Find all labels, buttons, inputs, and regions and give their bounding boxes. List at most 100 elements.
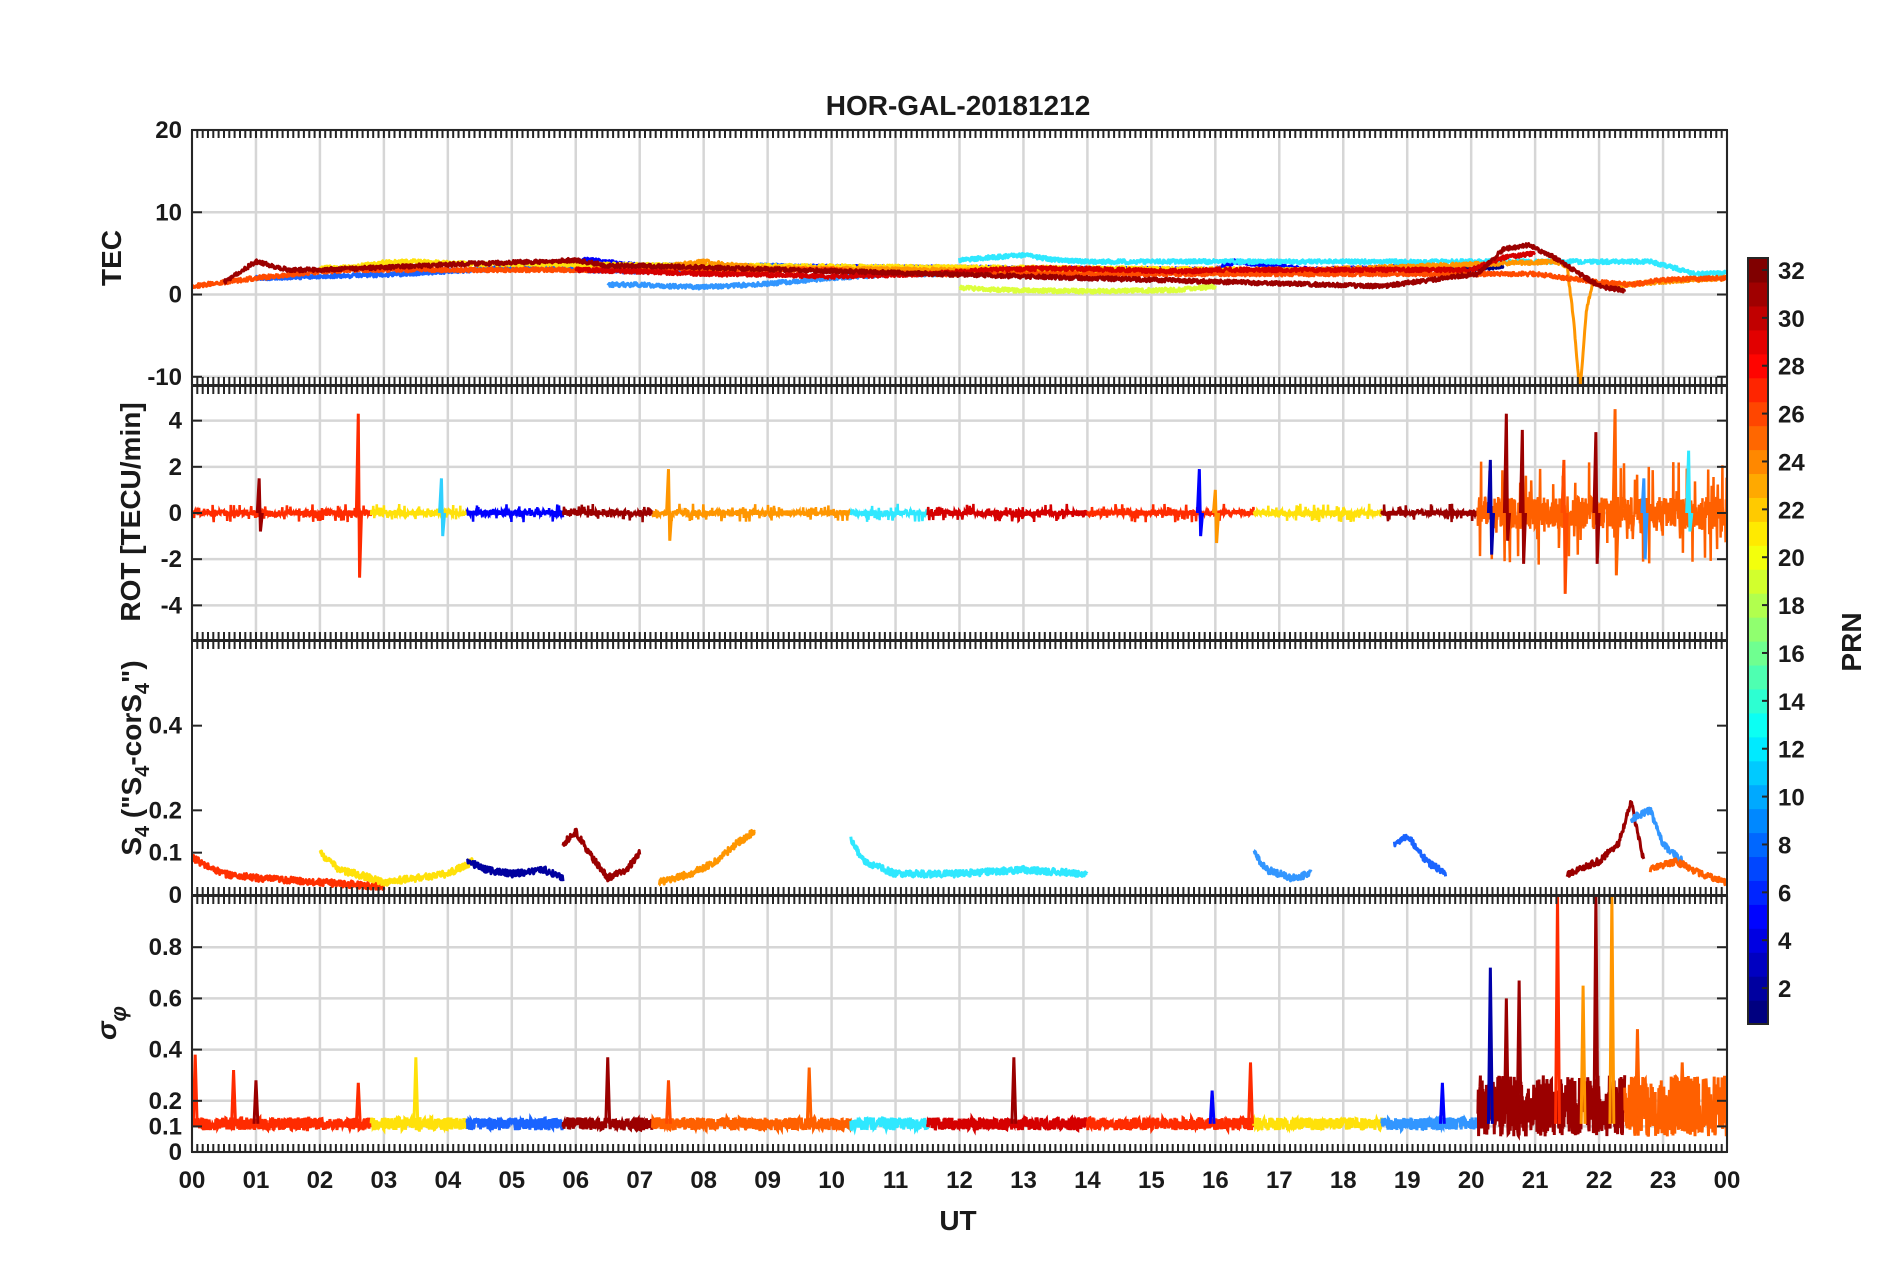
colorbar-swatch xyxy=(1748,904,1768,929)
tec-panel: 20 10 0 -10 xyxy=(147,117,1729,391)
y-tick-label: -4 xyxy=(161,592,183,619)
rot-spike xyxy=(255,478,264,532)
colorbar-swatch xyxy=(1748,664,1768,690)
colorbar-tick-label: 32 xyxy=(1778,258,1805,285)
rot-spike xyxy=(1592,432,1601,564)
colorbar-tick-label: 22 xyxy=(1778,497,1805,524)
colorbar-tick-label: 30 xyxy=(1778,306,1805,333)
rot-noise-trace xyxy=(561,503,654,523)
data-layer xyxy=(192,409,1727,594)
sigma-phi-spike xyxy=(1515,980,1523,1124)
s4-ylabel-sub-3: 4 xyxy=(132,682,154,694)
series-line-prn-19 xyxy=(958,283,1217,295)
sigma-phi-spike xyxy=(1554,896,1561,1124)
series-line-prn-21 xyxy=(318,849,475,887)
x-minor-ticks xyxy=(191,130,1728,385)
colorbar-swatch xyxy=(1748,1000,1768,1025)
colorbar-swatch xyxy=(1748,593,1768,618)
y-tick-label: 0.2 xyxy=(149,1088,182,1115)
sigma-phi-trace xyxy=(1085,1112,1256,1136)
sigma-phi-spike xyxy=(1592,896,1600,1124)
colorbar-swatch xyxy=(1748,952,1768,977)
colorbar-swatch xyxy=(1748,377,1768,403)
rot-spike xyxy=(1502,413,1512,541)
x-tick-label: 21 xyxy=(1522,1167,1549,1194)
axes-frame xyxy=(191,640,1728,896)
colorbar-tick-label: 4 xyxy=(1778,928,1792,955)
y-tick-label: 10 xyxy=(155,199,182,226)
series-line-prn-10 xyxy=(1252,849,1313,883)
colorbar-tick-label: 8 xyxy=(1778,832,1791,859)
colorbar-swatch xyxy=(1748,258,1768,283)
colorbar-swatch xyxy=(1748,353,1768,379)
rot-spike xyxy=(1211,489,1221,544)
series-line-prn-25 xyxy=(1648,857,1727,887)
x-tick-label: 13 xyxy=(1010,1167,1037,1194)
sigma-phi-spike xyxy=(252,1080,260,1124)
colorbar-tick-label: 2 xyxy=(1778,976,1791,1003)
sigma-phi-spike xyxy=(1208,1090,1216,1124)
x-tick-label: 12 xyxy=(946,1167,973,1194)
colorbar-swatch xyxy=(1748,569,1768,594)
colorbar-swatch xyxy=(1748,281,1768,307)
x-tick-label: 08 xyxy=(690,1167,717,1194)
rot-noise-trace xyxy=(926,503,1089,524)
rot-ylabel: ROT [TECU/min] xyxy=(115,402,146,621)
x-tick-label: 02 xyxy=(307,1167,334,1194)
colorbar-swatch xyxy=(1748,401,1768,427)
x-tick-label: 00 xyxy=(1714,1167,1741,1194)
sigma-phi-spike xyxy=(1608,896,1616,1124)
sigma-phi-trace xyxy=(651,1112,853,1136)
x-tick-label: 22 xyxy=(1586,1167,1613,1194)
series-line-prn-31 xyxy=(1565,800,1646,878)
sigma-phi-spike xyxy=(1486,967,1494,1124)
x-axis-label: UT xyxy=(939,1205,976,1236)
sigma-phi-spike xyxy=(1502,998,1510,1124)
sigma-phi-trace xyxy=(465,1113,565,1133)
x-tick-label: 09 xyxy=(754,1167,781,1194)
colorbar-swatch xyxy=(1748,784,1768,810)
y-tick-label: 2 xyxy=(169,454,182,481)
colorbar-swatch xyxy=(1748,329,1768,355)
sigma-phi-trace xyxy=(849,1116,929,1136)
series-line-prn-2 xyxy=(465,858,565,882)
x-tick-label: 23 xyxy=(1650,1167,1677,1194)
data-layer xyxy=(192,242,1727,385)
colorbar-label: PRN xyxy=(1836,612,1867,671)
sigma-phi-spike xyxy=(604,1057,612,1124)
sigma-phi-trace xyxy=(192,1113,373,1135)
x-tick-label: 04 xyxy=(434,1167,461,1194)
colorbar-tick-label: 14 xyxy=(1778,689,1805,716)
x-tick-label: 14 xyxy=(1074,1167,1101,1194)
s4-ylabel-main: S xyxy=(116,837,147,856)
rot-spike xyxy=(1518,429,1528,564)
sigma-phi-spike xyxy=(805,1067,813,1124)
colorbar-tick-label: 6 xyxy=(1778,880,1791,907)
colorbar-tick-label: 26 xyxy=(1778,402,1805,429)
x-tick-label: 01 xyxy=(243,1167,270,1194)
colorbar-swatch xyxy=(1748,712,1768,738)
x-minor-ticks xyxy=(191,386,1728,640)
x-tick-marks xyxy=(191,130,1728,385)
series-line-prn-29 xyxy=(574,250,1537,280)
sigma-phi-spike xyxy=(192,1054,199,1124)
colorbar-swatch xyxy=(1748,473,1768,498)
s4-ylabel-rest-a: ("S xyxy=(116,777,147,826)
sigma-phi-spike xyxy=(1010,1057,1018,1124)
sigma-phi-trace xyxy=(1380,1114,1480,1135)
rot-panel: 4 2 0 -2 -4 xyxy=(161,385,1729,641)
data-layer xyxy=(192,896,1727,1141)
rot-spike xyxy=(1486,459,1496,555)
x-tick-label: 06 xyxy=(562,1167,589,1194)
colorbar-swatch xyxy=(1748,641,1768,666)
rot-spike xyxy=(1560,459,1569,594)
series-line-prn-10 xyxy=(1629,806,1684,864)
colorbar-swatch xyxy=(1748,976,1768,1001)
x-tick-label: 10 xyxy=(818,1167,845,1194)
x-minor-ticks xyxy=(191,896,1728,1152)
sigma-phi-trace xyxy=(1623,1073,1727,1137)
colorbar-swatch xyxy=(1748,808,1768,834)
sigma-phi-spike xyxy=(1247,1062,1254,1124)
series-line-prn-13 xyxy=(958,251,1727,278)
